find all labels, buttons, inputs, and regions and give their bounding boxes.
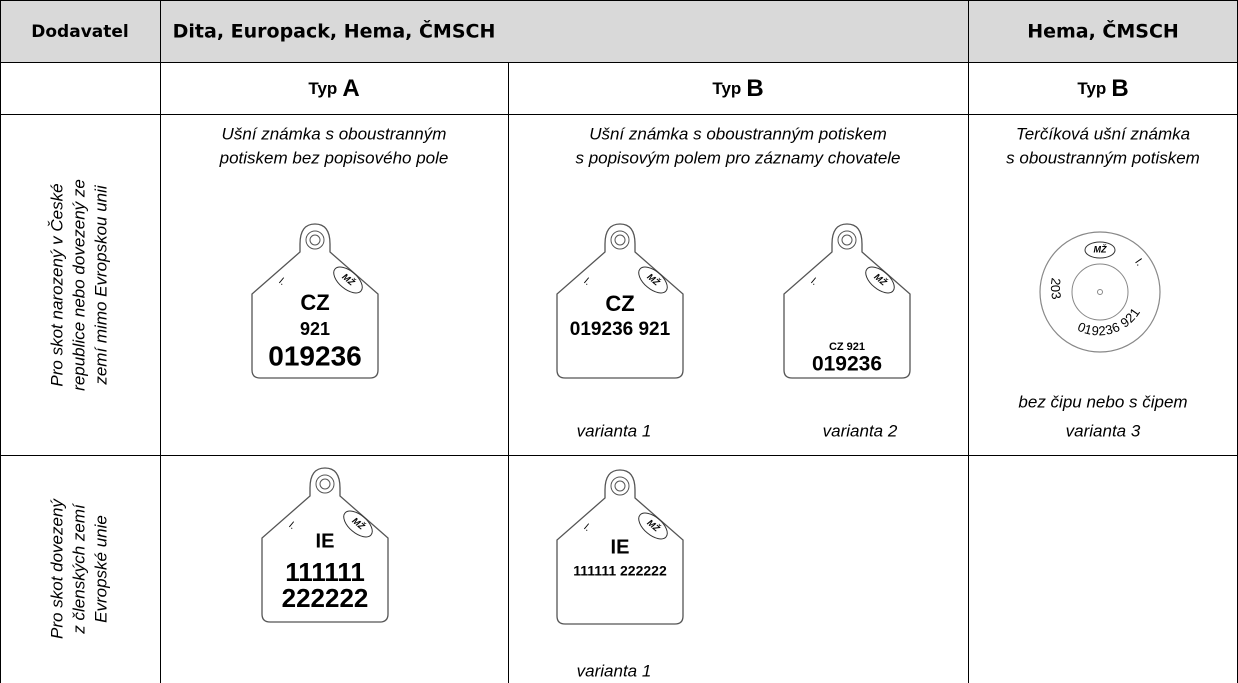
ear-tag: I. MŽ IE 111111 222222 (556, 469, 684, 625)
tag-text: CZ (605, 291, 634, 316)
tag-hole (841, 234, 853, 246)
variant-label: varianta 1 (577, 421, 652, 440)
tag-inner (1071, 263, 1129, 321)
tag-hole (305, 230, 325, 250)
tag-text: 222222 (282, 583, 369, 613)
header-cell: Hema, ČMSCH (1027, 19, 1179, 43)
type-label: Typ B (1077, 75, 1128, 102)
tag-logo (1084, 241, 1116, 259)
tag-text: 111111 222222 (573, 563, 667, 579)
tag-mark: I. (276, 276, 287, 288)
type-prefix: Typ (308, 79, 337, 98)
tag-logo (343, 510, 373, 538)
tag-hole (309, 234, 321, 246)
variant-label: varianta 2 (823, 421, 898, 440)
type-letter: A (342, 75, 359, 102)
tag-text: IE (611, 536, 630, 558)
tag-text: 111111 (285, 557, 365, 587)
tag-text: IE (316, 530, 335, 552)
tag-outline (1039, 231, 1161, 353)
caption: potiskem bez popisového pole (219, 148, 449, 167)
caption: Ušní známka s oboustranným potiskem (589, 124, 887, 143)
tag-text: 019236 (268, 340, 361, 371)
row-label: Pro skot narozený v České republice nebo… (47, 179, 110, 391)
tag-text: CZ 921 (829, 341, 865, 353)
ear-tag: I. MŽ CZ 921 019236 (251, 223, 379, 379)
header-cell: Dita, Europack, Hema, ČMSCH (173, 19, 496, 43)
note: bez čipu nebo s čipem (1018, 392, 1187, 411)
variant-label: varianta 3 (1066, 421, 1141, 440)
type-prefix: Typ (712, 79, 741, 98)
tag-hole (614, 480, 626, 492)
type-letter: B (1111, 75, 1128, 102)
header-cell: Dodavatel (31, 22, 128, 42)
row-label-line: Pro skot dovezený (47, 498, 66, 639)
row-label-line: republice nebo dovezený ze (69, 179, 88, 391)
tag-hole (614, 234, 626, 246)
row-label-line: zemí mimo Evropskou unii (91, 184, 110, 386)
tag-logo (638, 266, 668, 294)
tag-text: CZ (300, 290, 329, 315)
row-label: Pro skot dovezený z členských zemí Evrop… (47, 498, 110, 639)
row-label-line: Pro skot narozený v České (47, 183, 66, 386)
tag-logo (638, 512, 668, 540)
tag-mark: I. (581, 276, 592, 288)
tag-hole (319, 478, 331, 490)
tag-mark: I. (1132, 257, 1145, 269)
tag-mark: I. (808, 276, 819, 288)
tag-logo (865, 266, 895, 294)
variant-label: varianta 1 (577, 661, 652, 680)
tag-mark: I. (286, 520, 297, 532)
tag-hole (610, 476, 630, 496)
caption: Ušní známka s oboustranným (222, 124, 447, 143)
tag-text: 019236 (812, 353, 882, 376)
ear-tag: I. MŽ CZ 921 019236 (783, 223, 911, 379)
tag-rim-text: 203 (1047, 277, 1063, 301)
tag-hole (610, 230, 630, 250)
tag-logo-text: MŽ (1094, 243, 1107, 254)
tag-rim-text: 203 (1047, 277, 1063, 301)
row-label-line: z členských zemí (69, 502, 88, 635)
type-prefix: Typ (1077, 79, 1106, 98)
row-label-line: Evropské unie (91, 515, 110, 623)
type-label: Typ B (712, 75, 763, 102)
tag-text: 921 (300, 319, 330, 339)
tag-hole (315, 474, 335, 494)
caption: s oboustranným potiskem (1006, 148, 1200, 167)
tag-logo (333, 266, 363, 294)
type-letter: B (746, 75, 763, 102)
tag-mark: I. (581, 522, 592, 534)
caption: Terčíková ušní známka (1016, 124, 1190, 143)
header-background (0, 0, 1238, 62)
tag-center (1097, 289, 1103, 295)
ear-tag: I. MŽ IE 111111 222222 (261, 467, 389, 623)
tag-hole (837, 230, 857, 250)
type-label: Typ A (308, 75, 359, 102)
tag-text: 019236 921 (570, 319, 671, 340)
caption: s popisovým polem pro záznamy chovatele (575, 148, 900, 167)
round-tag: MŽ I. 203 019236 921 (1039, 231, 1161, 353)
ear-tag: I. MŽ CZ 019236 921 (556, 223, 684, 379)
